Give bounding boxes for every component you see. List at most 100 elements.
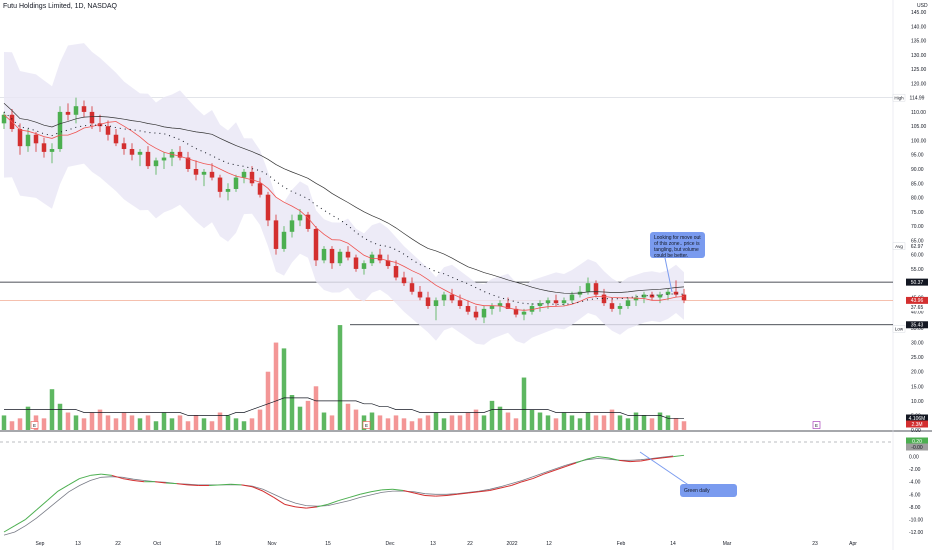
osc-line-segment (640, 458, 652, 462)
candle-body (673, 291, 679, 295)
candle-body (33, 134, 39, 144)
volume-bar (9, 421, 15, 430)
candle-body (73, 106, 79, 115)
candle-body (497, 303, 503, 307)
volume-bar (145, 415, 151, 430)
osc-line-segment (57, 484, 70, 492)
high-value-tag: 114.99 (910, 95, 925, 101)
price-tick-label: 130.00 (911, 53, 927, 59)
volume-tick-label: 35.00 (911, 326, 924, 332)
volume-bar (417, 418, 423, 430)
volume-ma-tag: 2.3M (911, 422, 922, 428)
volume-bar (489, 400, 495, 430)
volume-bar (649, 418, 655, 430)
osc-line-segment (532, 473, 544, 480)
osc-line-segment (349, 493, 361, 498)
volume-bar (665, 415, 671, 430)
candle-body (265, 194, 271, 221)
volume-ma-line (4, 397, 684, 419)
volume-bar (193, 415, 199, 430)
resistance-value-tag-bg (906, 278, 928, 286)
volume-bar (409, 421, 415, 430)
volume-bar (281, 348, 287, 430)
osc-line-segment (284, 503, 296, 508)
ma-long-line (3, 103, 685, 294)
price-tick-label: 55.00 (911, 267, 924, 273)
callout-pointer (664, 257, 673, 293)
osc-line-segment (457, 492, 469, 495)
osc-line-segment (306, 506, 318, 509)
candle-body (609, 303, 615, 309)
avg-tag: Avg (895, 244, 903, 249)
volume-bar (457, 415, 463, 430)
candle-body (137, 151, 143, 155)
volume-bar (681, 421, 687, 430)
osc-line-segment (165, 482, 177, 485)
volume-value-tag-bg (906, 414, 928, 422)
volume-bar (497, 406, 503, 430)
annotation-callout-green-daily[interactable]: Green daily (680, 484, 737, 497)
osc-line-segment (68, 478, 80, 486)
volume-bar (241, 421, 247, 430)
candle-body (665, 291, 671, 295)
osc-line-segment (327, 500, 339, 505)
candle-body (177, 151, 183, 158)
candle-body (305, 214, 311, 229)
osc-line-segment (403, 490, 415, 494)
candle-body (425, 297, 431, 307)
volume-bar (201, 418, 207, 430)
candle-body (585, 283, 591, 292)
volume-bar (617, 415, 623, 430)
candle-body (417, 291, 423, 298)
support-value-tag-bg (906, 321, 928, 329)
candle-body (209, 171, 215, 178)
price-tick-label: 135.00 (911, 39, 927, 45)
osc-line-segment (446, 493, 458, 497)
osc-line-segment (478, 490, 490, 493)
osc-line-segment (316, 503, 328, 508)
candle-body (361, 263, 367, 269)
volume-bar (249, 418, 255, 430)
price-tick-label: 90.00 (911, 167, 924, 173)
chart-title: Futu Holdings Limited, 1D, NASDAQ (3, 3, 117, 10)
osc-tick-label: -12.00 (909, 530, 923, 536)
volume-bar (129, 415, 135, 430)
osc-line-segment (36, 500, 48, 511)
avg-value-tag-bg (906, 242, 928, 250)
osc-line-segment (554, 466, 566, 471)
volume-bar (265, 371, 271, 430)
currency-label: USD (917, 3, 928, 9)
volume-bar (169, 418, 175, 430)
candle-body (537, 303, 543, 307)
time-tick-label: 18 (215, 541, 221, 547)
candle-body (153, 160, 159, 167)
volume-bar (233, 418, 239, 430)
candle-body (161, 157, 167, 161)
volume-bar (345, 403, 351, 430)
candle-body (441, 294, 447, 301)
volume-bar (657, 412, 663, 430)
osc-line-segment (176, 483, 188, 486)
volume-bar (377, 415, 383, 430)
price-tick-label: 65.00 (911, 238, 924, 244)
candle-body (569, 294, 575, 301)
high-value-tag-bg (906, 94, 928, 102)
volume-bar (321, 412, 327, 430)
annotation-callout-zone[interactable]: Looking for move out of this zone.. pric… (650, 232, 705, 259)
osc-line-segment (381, 488, 393, 491)
volume-bar (449, 415, 455, 430)
ma-value-tag: 37.65 (911, 305, 924, 311)
time-tick-label: 22 (467, 541, 473, 547)
candle-body (49, 149, 55, 152)
volume-bar (561, 412, 567, 430)
price-tick-label: 95.00 (911, 153, 924, 159)
candle-body (201, 171, 207, 175)
volume-bar (513, 418, 519, 430)
osc-line-segment (468, 491, 479, 494)
candle-body (193, 169, 199, 175)
volume-bar (673, 418, 679, 430)
low-tag-bg (892, 325, 906, 333)
price-tick-label: 85.00 (911, 181, 924, 187)
